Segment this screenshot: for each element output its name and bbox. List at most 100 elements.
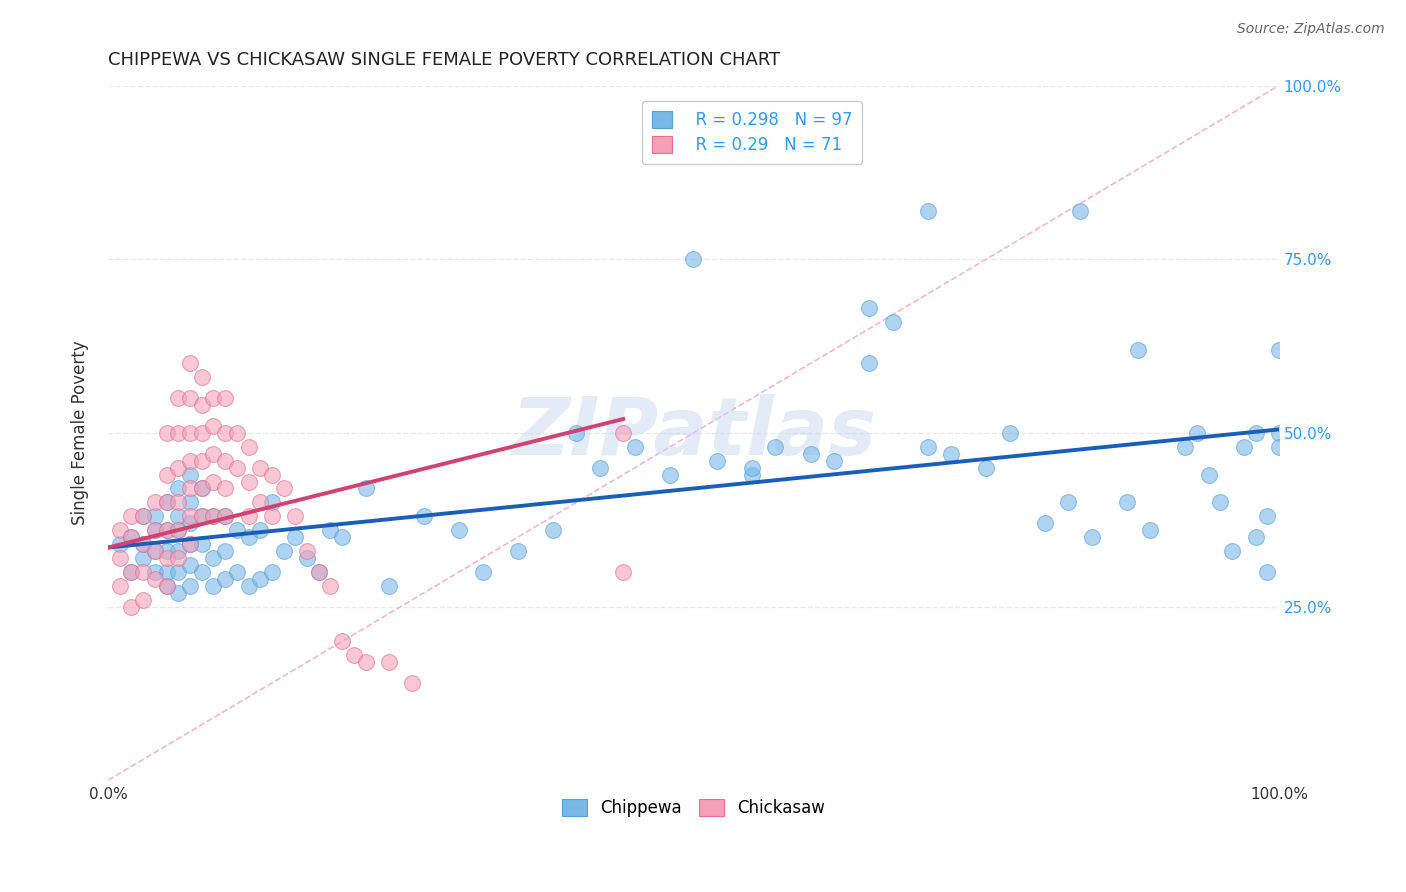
Point [249, 523, 271, 537]
Point [541, 523, 564, 537]
Point [225, 523, 247, 537]
Text: CHIPPEWA VS CHICKASAW SINGLE FEMALE POVERTY CORRELATION CHART: CHIPPEWA VS CHICKASAW SINGLE FEMALE POVE… [108, 51, 780, 69]
Point [214, 482, 236, 496]
Point [202, 391, 225, 405]
Point [179, 516, 201, 531]
Point [682, 252, 704, 267]
Point [190, 509, 212, 524]
Point [155, 579, 177, 593]
Point [155, 551, 177, 566]
Point [167, 391, 190, 405]
Point [354, 655, 377, 669]
Point [1233, 440, 1256, 454]
Point [1256, 565, 1278, 579]
Point [202, 419, 225, 434]
Text: Source: ZipAtlas.com: Source: ZipAtlas.com [1237, 22, 1385, 37]
Point [190, 482, 212, 496]
Point [143, 572, 166, 586]
Point [167, 460, 190, 475]
Point [108, 537, 131, 551]
Point [167, 585, 190, 599]
Point [1069, 203, 1091, 218]
Point [143, 523, 166, 537]
Point [214, 509, 236, 524]
Point [1057, 495, 1080, 509]
Point [308, 565, 330, 579]
Point [823, 453, 845, 467]
Point [179, 356, 201, 370]
Point [273, 544, 295, 558]
Point [225, 425, 247, 440]
Point [190, 565, 212, 579]
Point [260, 509, 283, 524]
Point [167, 565, 190, 579]
Point [295, 551, 318, 566]
Point [167, 523, 190, 537]
Point [1128, 343, 1150, 357]
Point [179, 558, 201, 572]
Point [506, 544, 529, 558]
Point [858, 301, 880, 315]
Point [238, 475, 260, 489]
Point [612, 425, 634, 440]
Point [1115, 495, 1137, 509]
Point [167, 509, 190, 524]
Point [1209, 495, 1232, 509]
Point [565, 425, 588, 440]
Point [167, 482, 190, 496]
Point [179, 495, 201, 509]
Point [167, 425, 190, 440]
Point [249, 460, 271, 475]
Point [273, 482, 295, 496]
Point [238, 509, 260, 524]
Point [589, 460, 612, 475]
Point [179, 537, 201, 551]
Legend: Chippewa, Chickasaw: Chippewa, Chickasaw [555, 793, 831, 824]
Point [120, 599, 142, 614]
Point [319, 523, 342, 537]
Point [706, 453, 728, 467]
Point [155, 523, 177, 537]
Point [155, 579, 177, 593]
Point [214, 509, 236, 524]
Point [1174, 440, 1197, 454]
Point [132, 537, 155, 551]
Y-axis label: Single Female Poverty: Single Female Poverty [72, 341, 89, 525]
Point [413, 509, 436, 524]
Point [741, 460, 763, 475]
Point [260, 467, 283, 482]
Point [939, 447, 962, 461]
Point [214, 425, 236, 440]
Point [179, 537, 201, 551]
Point [1268, 425, 1291, 440]
Point [132, 592, 155, 607]
Point [1080, 530, 1102, 544]
Point [143, 544, 166, 558]
Point [132, 551, 155, 566]
Point [378, 655, 401, 669]
Point [1220, 544, 1243, 558]
Point [1185, 425, 1208, 440]
Point [238, 530, 260, 544]
Point [249, 572, 271, 586]
Point [190, 370, 212, 384]
Point [249, 495, 271, 509]
Point [155, 425, 177, 440]
Point [1198, 467, 1220, 482]
Point [179, 579, 201, 593]
Point [1139, 523, 1161, 537]
Point [190, 482, 212, 496]
Point [155, 467, 177, 482]
Point [354, 482, 377, 496]
Point [190, 398, 212, 412]
Point [284, 530, 307, 544]
Point [167, 495, 190, 509]
Point [179, 391, 201, 405]
Point [378, 579, 401, 593]
Point [882, 315, 904, 329]
Point [167, 544, 190, 558]
Point [143, 495, 166, 509]
Point [284, 509, 307, 524]
Point [741, 467, 763, 482]
Point [190, 509, 212, 524]
